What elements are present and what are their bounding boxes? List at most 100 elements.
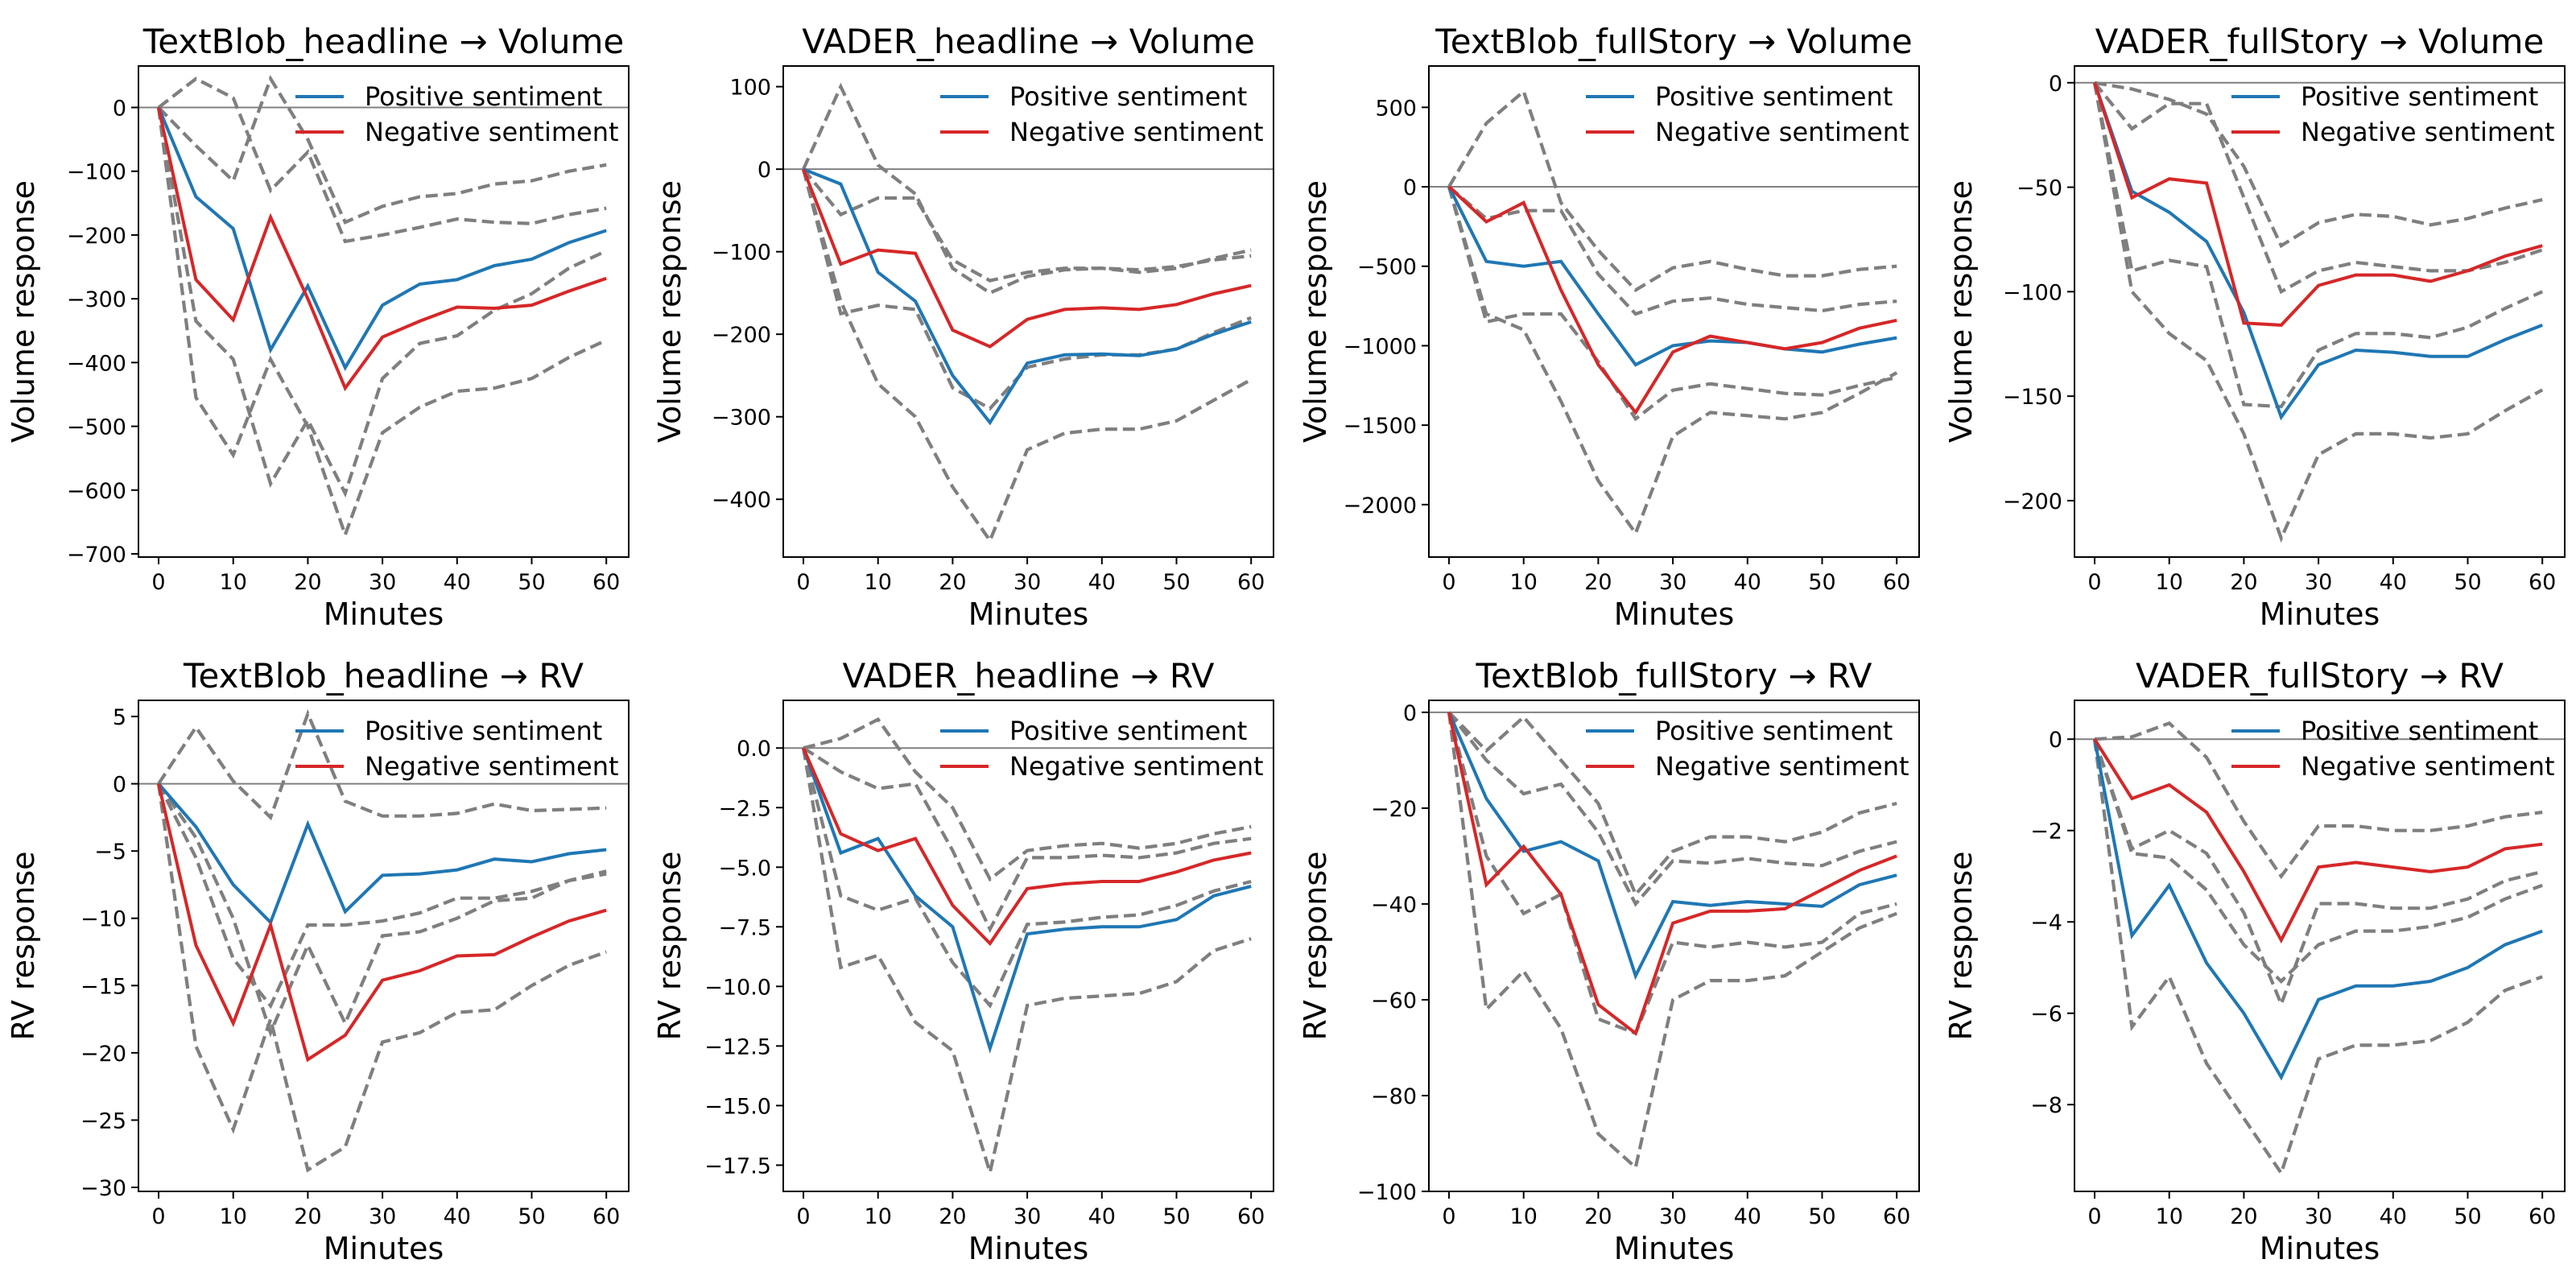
x-tick-label: 20 (1584, 570, 1612, 595)
x-tick-label: 10 (865, 1204, 892, 1229)
confidence-band-line-3 (801, 747, 1252, 1179)
y-axis-label: Volume response (652, 180, 687, 443)
x-tick-label: 40 (444, 1204, 471, 1229)
y-tick-label: −600 (67, 479, 126, 504)
x-tick-label: 50 (518, 1204, 545, 1229)
legend: Positive sentiment Negative sentiment (295, 716, 619, 782)
chart-panel-7: 0 10 20 30 40 50 60 0 −2 −4 −6 −8 VADER_fullStory → … (1943, 656, 2566, 1266)
chart-panel-6: 0 10 20 30 40 50 60 0 −20 −40 −60 −80 −100 TextBlob_f… (1298, 656, 1920, 1266)
y-tick-label: 0 (758, 158, 771, 183)
y-tick-label: 0 (2049, 728, 2062, 753)
y-tick-label: −17.5 (704, 1154, 771, 1179)
y-tick-label: 5 (113, 705, 126, 730)
legend-label-positive: Positive sentiment (2301, 716, 2538, 746)
series-line-negative (2093, 82, 2543, 327)
legend: Positive sentiment Negative sentiment (1586, 716, 1909, 782)
confidence-band-line-3 (2092, 738, 2543, 1178)
legend-label-positive: Positive sentiment (365, 716, 602, 746)
x-tick-label: 50 (2454, 1204, 2481, 1229)
x-axis-label: Minutes (2260, 597, 2380, 632)
confidence-band-line-0 (803, 717, 1252, 882)
y-tick-label: −2 (2030, 819, 2062, 844)
x-tick-label: 30 (369, 570, 396, 595)
plot-frame (782, 65, 1274, 558)
y-tick-label: −2000 (1344, 493, 1417, 518)
y-tick-label: −500 (67, 415, 126, 440)
legend-label-positive: Positive sentiment (2301, 81, 2538, 112)
chart-title: TextBlob_fullStory → RV (1476, 656, 1872, 696)
legend-label-negative: Negative sentiment (1009, 117, 1264, 147)
x-axis-label: Minutes (1614, 1231, 1735, 1266)
y-tick-label: −150 (2003, 385, 2062, 410)
confidence-band-line-2 (1447, 712, 1897, 1036)
x-axis-label: Minutes (324, 597, 444, 632)
x-tick-label: 60 (592, 1204, 620, 1229)
y-tick-label: −100 (2003, 280, 2062, 305)
series-line-negative (802, 168, 1252, 349)
y-tick-label: −100 (1357, 1180, 1417, 1205)
confidence-band-line-2 (157, 782, 607, 1009)
legend-label-positive: Positive sentiment (1655, 81, 1893, 112)
x-tick-label: 0 (2087, 1204, 2101, 1229)
y-tick-label: 0 (1403, 175, 1417, 200)
y-tick-label: 0.0 (737, 737, 771, 762)
x-tick-label: 10 (220, 570, 247, 595)
y-tick-label: −400 (712, 488, 771, 513)
legend-label-negative: Negative sentiment (1009, 751, 1264, 782)
x-tick-label: 60 (1237, 570, 1265, 595)
y-axis-label: Volume response (1943, 180, 1979, 443)
y-axis-label: RV response (6, 852, 41, 1041)
y-tick-label: −50 (2017, 176, 2062, 201)
y-tick-label: 0 (113, 96, 126, 121)
legend-label-negative: Negative sentiment (2301, 751, 2555, 782)
plot-frame (1428, 700, 1920, 1192)
x-axis-label: Minutes (968, 1231, 1089, 1266)
confidence-band-line-3 (1447, 186, 1897, 422)
legend: Positive sentiment Negative sentiment (295, 81, 619, 147)
x-tick-label: 10 (220, 1204, 247, 1229)
legend: Positive sentiment Negative sentiment (1586, 81, 1909, 147)
series-line-negative (802, 747, 1252, 947)
y-tick-label: −60 (1371, 989, 1417, 1013)
x-tick-label: 50 (1162, 1204, 1190, 1229)
confidence-band-line-0 (2094, 720, 2543, 880)
chart-panel-1: 0 10 20 30 40 50 60 100 0 −100 −200 −300 −400 VADER_h… (652, 22, 1274, 632)
y-tick-label: −10.0 (704, 975, 771, 1000)
y-tick-label: −8 (2030, 1093, 2062, 1118)
x-tick-label: 40 (1734, 570, 1761, 595)
confidence-band-line-2 (2093, 738, 2543, 984)
plot-frame (138, 700, 630, 1192)
series-line-positive (2093, 738, 2543, 1081)
x-tick-label: 60 (1883, 570, 1910, 595)
x-tick-label: 50 (1162, 570, 1190, 595)
y-tick-label: −200 (712, 323, 771, 348)
plot-frame (2074, 700, 2566, 1192)
y-tick-label: −5.0 (718, 856, 771, 881)
chart-panel-2: 0 10 20 30 40 50 60 500 0 −500 −1000 −1500 −2000 Text… (1298, 22, 1920, 632)
x-axis-label: Minutes (324, 1231, 444, 1266)
x-tick-label: 30 (1013, 1204, 1041, 1229)
y-tick-label: −40 (1371, 893, 1417, 918)
y-tick-label: −300 (712, 406, 771, 431)
x-tick-label: 20 (2230, 1204, 2257, 1229)
chart-panel-0: 0 10 20 30 40 50 60 0 −100 −200 −300 −400 −500 −600 −7… (6, 22, 630, 632)
y-tick-label: −20 (80, 1042, 126, 1067)
x-tick-label: 40 (2380, 570, 2407, 595)
chart-title: VADER_headline → RV (843, 656, 1215, 696)
plot-frame (138, 65, 630, 558)
y-tick-label: −500 (1357, 255, 1417, 280)
confidence-band-line-1 (157, 782, 607, 1038)
chart-title: VADER_fullStory → Volume (2095, 22, 2545, 61)
chart-title: VADER_headline → Volume (802, 22, 1255, 61)
confidence-band-line-3 (2092, 82, 2544, 543)
y-tick-label: −6 (2030, 1002, 2062, 1027)
x-tick-label: 0 (796, 1204, 810, 1229)
x-tick-label: 50 (1808, 570, 1835, 595)
chart-title: VADER_fullStory → RV (2136, 656, 2504, 696)
y-tick-label: −4 (2030, 910, 2062, 935)
plot-frame (782, 700, 1274, 1192)
y-tick-label: 0 (2049, 72, 2062, 97)
y-tick-label: 500 (1375, 96, 1417, 121)
y-axis-label: Volume response (6, 180, 41, 443)
